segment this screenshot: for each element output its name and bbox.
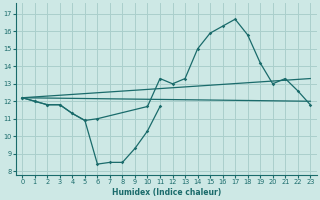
X-axis label: Humidex (Indice chaleur): Humidex (Indice chaleur) [112, 188, 221, 197]
